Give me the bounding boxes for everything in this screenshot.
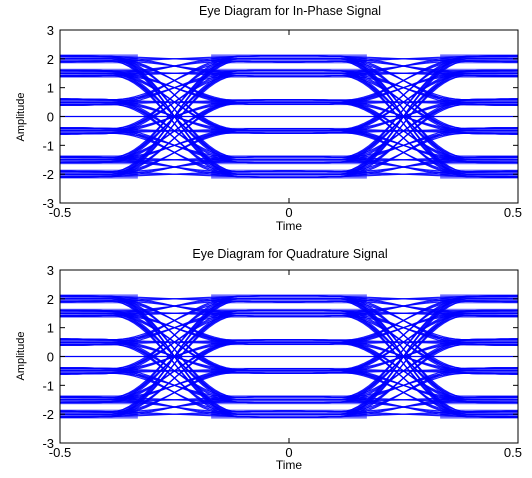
x-tick-label: 0 (285, 445, 292, 460)
y-tick-label: 0 (47, 110, 54, 125)
chart-title: Eye Diagram for In-Phase Signal (199, 4, 381, 18)
y-tick-label: 1 (47, 81, 54, 96)
y-tick-label: 1 (47, 321, 54, 336)
y-tick-label: 2 (47, 292, 54, 307)
y-tick-label: 0 (47, 350, 54, 365)
x-tick-label: 0 (285, 205, 292, 220)
y-tick-label: -2 (42, 167, 54, 182)
eye-traces (59, 54, 519, 179)
chart-title: Eye Diagram for Quadrature Signal (192, 247, 387, 261)
y-tick-label: -2 (42, 407, 54, 422)
y-tick-label: -1 (42, 378, 54, 393)
x-tick-label: 0.5 (504, 445, 522, 460)
y-tick-label: 3 (47, 23, 54, 38)
x-tick-label: 0.5 (504, 205, 522, 220)
in-phase-eye-diagram: Eye Diagram for In-Phase Signal 3 2 1 0 -1 -2… (15, 4, 522, 233)
y-axis-label: Amplitude (15, 332, 27, 381)
axis-ticks: 3 2 1 0 -1 -2 -3-0.5 0 0.5 (42, 23, 522, 220)
y-tick-label: -3 (42, 436, 54, 451)
x-axis-label: Time (276, 219, 303, 233)
x-axis-label: Time (276, 458, 303, 472)
x-tick-label: -0.5 (49, 445, 71, 460)
quadrature-eye-diagram: Eye Diagram for Quadrature Signal 3 2 1 0 -1… (15, 247, 522, 472)
y-tick-label: -1 (42, 138, 54, 153)
y-tick-label: -3 (42, 196, 54, 211)
x-tick-label: -0.5 (49, 205, 71, 220)
y-tick-label: 3 (47, 263, 54, 278)
y-tick-label: 2 (47, 52, 54, 67)
y-axis-label: Amplitude (15, 93, 27, 142)
eye-traces (59, 294, 519, 419)
axis-ticks: 3 2 1 0 -1 -2 -3-0.5 0 0.5 (42, 263, 522, 460)
